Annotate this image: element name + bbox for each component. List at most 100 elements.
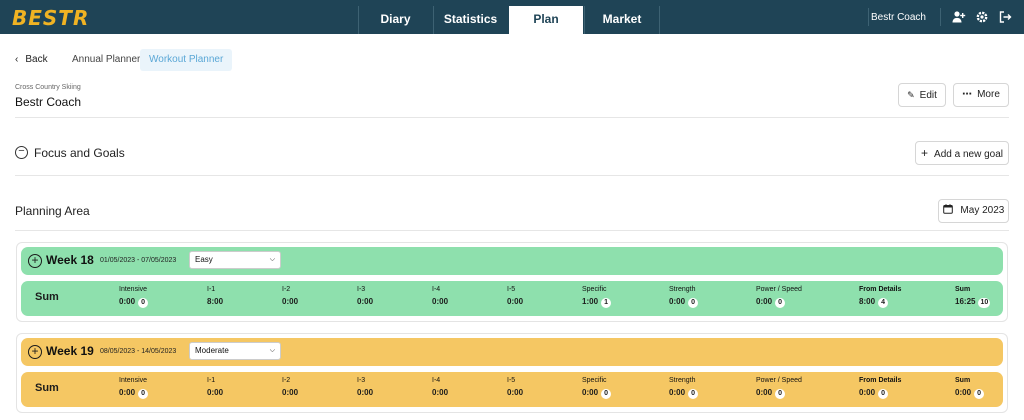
- intensity-value: Moderate: [195, 346, 229, 355]
- metric-cell: I-3 0:00: [357, 286, 373, 306]
- back-button[interactable]: ‹ Back: [15, 54, 48, 65]
- intensity-select[interactable]: Easy ⌵: [189, 251, 281, 269]
- metric-cell: Sum 16:25 10: [955, 286, 991, 308]
- gear-icon[interactable]: [975, 10, 989, 24]
- metric-value: 0:00: [432, 388, 449, 397]
- count-badge: 1: [601, 298, 612, 308]
- metric-value: 0:00: [756, 297, 773, 306]
- count-badge: 0: [688, 389, 699, 399]
- plan-owner-name: Bestr Coach: [15, 95, 82, 109]
- metric-value: 0:00: [955, 388, 972, 397]
- metric-label: I-1: [207, 377, 216, 384]
- count-badge: 0: [688, 298, 699, 308]
- count-badge: 0: [601, 389, 612, 399]
- metric-value: 0:00: [119, 297, 136, 306]
- metric-value: 0:00: [859, 388, 876, 397]
- sum-label: Sum: [35, 291, 59, 303]
- count-badge: 0: [878, 389, 889, 399]
- expand-week-icon[interactable]: +: [28, 254, 42, 268]
- add-goal-button[interactable]: + Add a new goal: [915, 141, 1009, 165]
- metric-cell: From Details 0:00 0: [859, 377, 901, 399]
- collapse-icon[interactable]: −: [15, 146, 28, 159]
- intensity-value: Easy: [195, 255, 213, 264]
- metric-cell: I-4 0:00: [432, 377, 448, 397]
- edit-button[interactable]: ✎ Edit: [898, 83, 946, 107]
- divider: [15, 230, 1009, 231]
- intensity-select[interactable]: Moderate ⌵: [189, 342, 281, 360]
- metric-value: 0:00: [669, 297, 686, 306]
- week-title: Week 19: [46, 344, 94, 358]
- tab-market[interactable]: Market: [584, 6, 660, 34]
- metric-value: 0:00: [582, 388, 599, 397]
- tab-statistics[interactable]: Statistics: [433, 6, 507, 34]
- metric-value: 0:00: [507, 297, 524, 306]
- nav-divider: [868, 8, 869, 26]
- divider: [15, 175, 1009, 176]
- metric-value: 0:00: [669, 388, 686, 397]
- chevron-down-icon: ⌵: [269, 347, 275, 354]
- tab-annual-planner[interactable]: Annual Planner: [72, 54, 141, 65]
- metric-label: I-2: [282, 286, 291, 293]
- metric-value: 0:00: [432, 297, 449, 306]
- metric-cell: Specific 1:00 1: [582, 286, 612, 308]
- expand-week-icon[interactable]: +: [28, 345, 42, 359]
- user-name[interactable]: Bestr Coach: [870, 12, 926, 23]
- metric-cell: I-2 0:00: [282, 377, 298, 397]
- logout-icon[interactable]: [998, 10, 1012, 24]
- metric-label: Sum: [955, 286, 971, 293]
- week-sum-row: Sum Intensive 0:00 0 I-1 8:00 I-2 0:00 I-3 0:00 I-…: [21, 281, 1003, 316]
- more-button[interactable]: ⋯ More: [953, 83, 1009, 107]
- metric-label: I-3: [357, 377, 366, 384]
- week-header: + Week 19 08/05/2023 - 14/05/2023 Moderate ⌵: [21, 338, 1003, 366]
- metric-cell: Intensive 0:00 0: [119, 377, 149, 399]
- metric-value: 8:00: [207, 297, 224, 306]
- metric-cell: I-3 0:00: [357, 377, 373, 397]
- metric-label: From Details: [859, 286, 902, 293]
- metric-label: Strength: [669, 286, 696, 293]
- metric-value: 1:00: [582, 297, 599, 306]
- metric-label: I-5: [507, 286, 516, 293]
- metric-value: 0:00: [756, 388, 773, 397]
- metric-cell: I-5 0:00: [507, 377, 523, 397]
- metric-value: 8:00: [859, 297, 876, 306]
- plus-icon: +: [921, 146, 929, 160]
- add-user-icon[interactable]: [952, 10, 966, 24]
- metric-label: I-5: [507, 377, 516, 384]
- nav-divider: [940, 8, 941, 26]
- metric-label: From Details: [859, 377, 902, 384]
- divider: [15, 117, 1009, 118]
- tab-workout-planner[interactable]: Workout Planner: [140, 49, 233, 71]
- add-goal-label: Add a new goal: [934, 149, 1003, 160]
- count-badge: 0: [775, 298, 786, 308]
- metric-value: 0:00: [507, 388, 524, 397]
- ellipsis-icon: ⋯: [962, 89, 973, 100]
- metric-cell: Sum 0:00 0: [955, 377, 985, 399]
- metric-cell: I-1 0:00: [207, 377, 223, 397]
- bestr-logo[interactable]: BESTR: [12, 6, 90, 30]
- metric-label: Specific: [582, 377, 607, 384]
- metric-label: I-3: [357, 286, 366, 293]
- month-label: May 2023: [960, 205, 1005, 216]
- count-badge: 0: [138, 389, 149, 399]
- metric-label: Power / Speed: [756, 286, 802, 293]
- tab-diary[interactable]: Diary: [358, 6, 432, 34]
- count-badge: 4: [878, 298, 889, 308]
- pencil-icon: ✎: [907, 90, 915, 100]
- metric-label: I-4: [432, 377, 441, 384]
- planning-area-title: Planning Area: [15, 204, 90, 218]
- month-picker-button[interactable]: May 2023: [938, 199, 1009, 223]
- metric-value: 16:25: [955, 297, 976, 306]
- metric-cell: Specific 0:00 0: [582, 377, 612, 399]
- metric-cell: Strength 0:00 0: [669, 377, 699, 399]
- week-card: + Week 19 08/05/2023 - 14/05/2023 Moderate ⌵…: [16, 333, 1008, 413]
- focus-goals-title[interactable]: Focus and Goals: [34, 146, 125, 160]
- tab-plan[interactable]: Plan: [509, 6, 583, 34]
- metric-cell: I-1 8:00: [207, 286, 223, 306]
- metric-cell: Power / Speed 0:00 0: [756, 377, 802, 399]
- metric-cell: I-2 0:00: [282, 286, 298, 306]
- week-dates: 01/05/2023 - 07/05/2023: [100, 257, 177, 264]
- metric-label: I-2: [282, 377, 291, 384]
- more-label: More: [977, 89, 1000, 100]
- week-dates: 08/05/2023 - 14/05/2023: [100, 348, 177, 355]
- metric-cell: Intensive 0:00 0: [119, 286, 149, 308]
